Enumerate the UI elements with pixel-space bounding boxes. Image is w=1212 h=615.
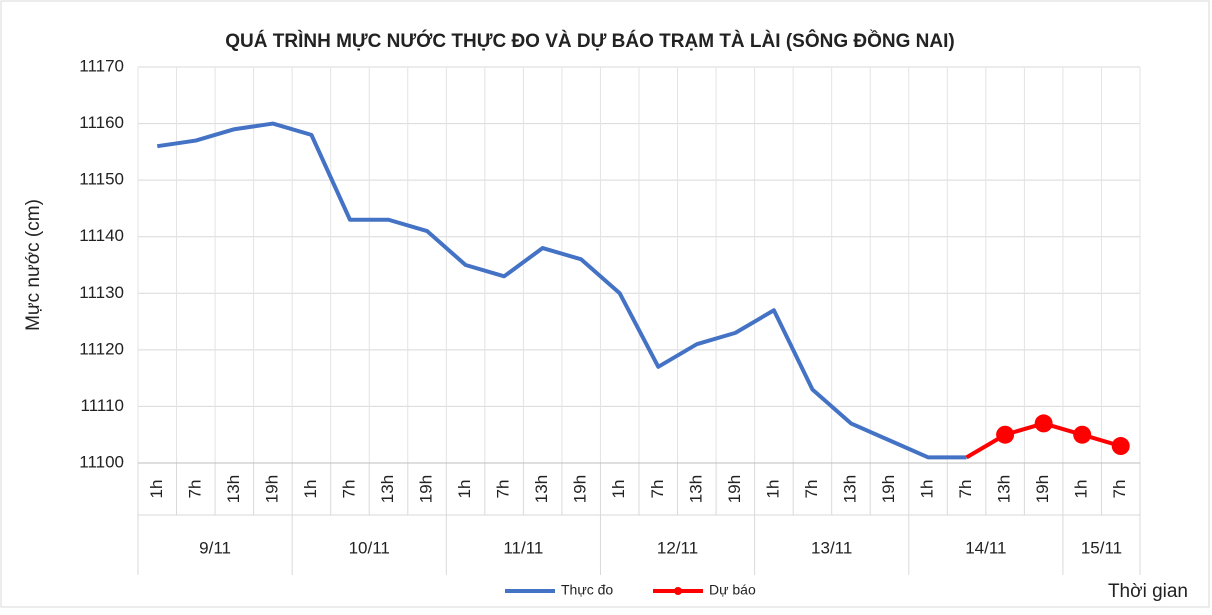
y-tick-label: 11170 (79, 56, 124, 75)
x-tick-label: 7h (494, 480, 513, 499)
x-tick-label: 19h (725, 475, 744, 503)
x-tick-label: 13h (840, 475, 859, 503)
group-label: 13/11 (811, 538, 852, 557)
x-tick-label: 13h (224, 475, 243, 503)
y-tick-label: 11160 (79, 113, 124, 132)
x-tick-label: 19h (417, 475, 436, 503)
y-tick-label: 11130 (79, 283, 124, 302)
point (1111, 437, 1130, 456)
x-tick-label: 1h (1072, 480, 1091, 499)
x-tick-label: 1h (918, 480, 937, 499)
x-axis-label: Thời gian (1108, 581, 1188, 602)
group-label: 10/11 (349, 538, 390, 557)
point (996, 425, 1015, 444)
x-tick-label: 7h (185, 480, 204, 499)
x-tick-label: 1h (455, 480, 474, 499)
x-tick-label: 7h (648, 480, 667, 499)
x-tick-label: 7h (339, 480, 358, 499)
x-tick-label: 7h (1110, 480, 1129, 499)
group-label: 15/11 (1081, 538, 1122, 557)
group-label: 14/11 (965, 538, 1006, 557)
point (1073, 425, 1092, 444)
group-label: 11/11 (503, 538, 543, 557)
group-label: 9/11 (199, 538, 231, 557)
x-tick-label: 1h (301, 480, 320, 499)
x-tick-label: 1h (147, 480, 166, 499)
y-tick-label: 11110 (81, 396, 125, 415)
x-tick-label: 19h (262, 475, 281, 503)
y-tick-label: 11150 (79, 170, 124, 189)
point (1034, 414, 1053, 433)
x-tick-label: 13h (532, 475, 551, 503)
legend-label: Dự báo (709, 582, 756, 598)
y-tick-label: 11100 (79, 452, 124, 471)
chart-title: QUÁ TRÌNH MỰC NƯỚC THỰC ĐO VÀ DỰ BÁO TRẠ… (225, 30, 954, 52)
x-tick-label: 13h (686, 475, 705, 503)
x-tick-label: 19h (571, 475, 590, 503)
y-axis-label: Mực nước (cm) (23, 199, 44, 331)
x-tick-label: 1h (763, 480, 782, 499)
x-tick-label: 13h (995, 475, 1014, 503)
y-tick-label: 11140 (79, 226, 124, 245)
y-tick-label: 11120 (79, 339, 124, 358)
x-tick-label: 19h (879, 475, 898, 503)
x-tick-label: 1h (609, 480, 628, 499)
x-tick-label: 19h (1033, 475, 1052, 503)
group-label: 12/11 (657, 538, 698, 557)
series-line (156, 121, 967, 460)
legend-marker (674, 587, 682, 595)
x-tick-label: 13h (378, 475, 397, 503)
legend-label: Thực đo (561, 582, 613, 598)
x-tick-label: 7h (802, 480, 821, 499)
x-tick-label: 7h (956, 480, 975, 499)
